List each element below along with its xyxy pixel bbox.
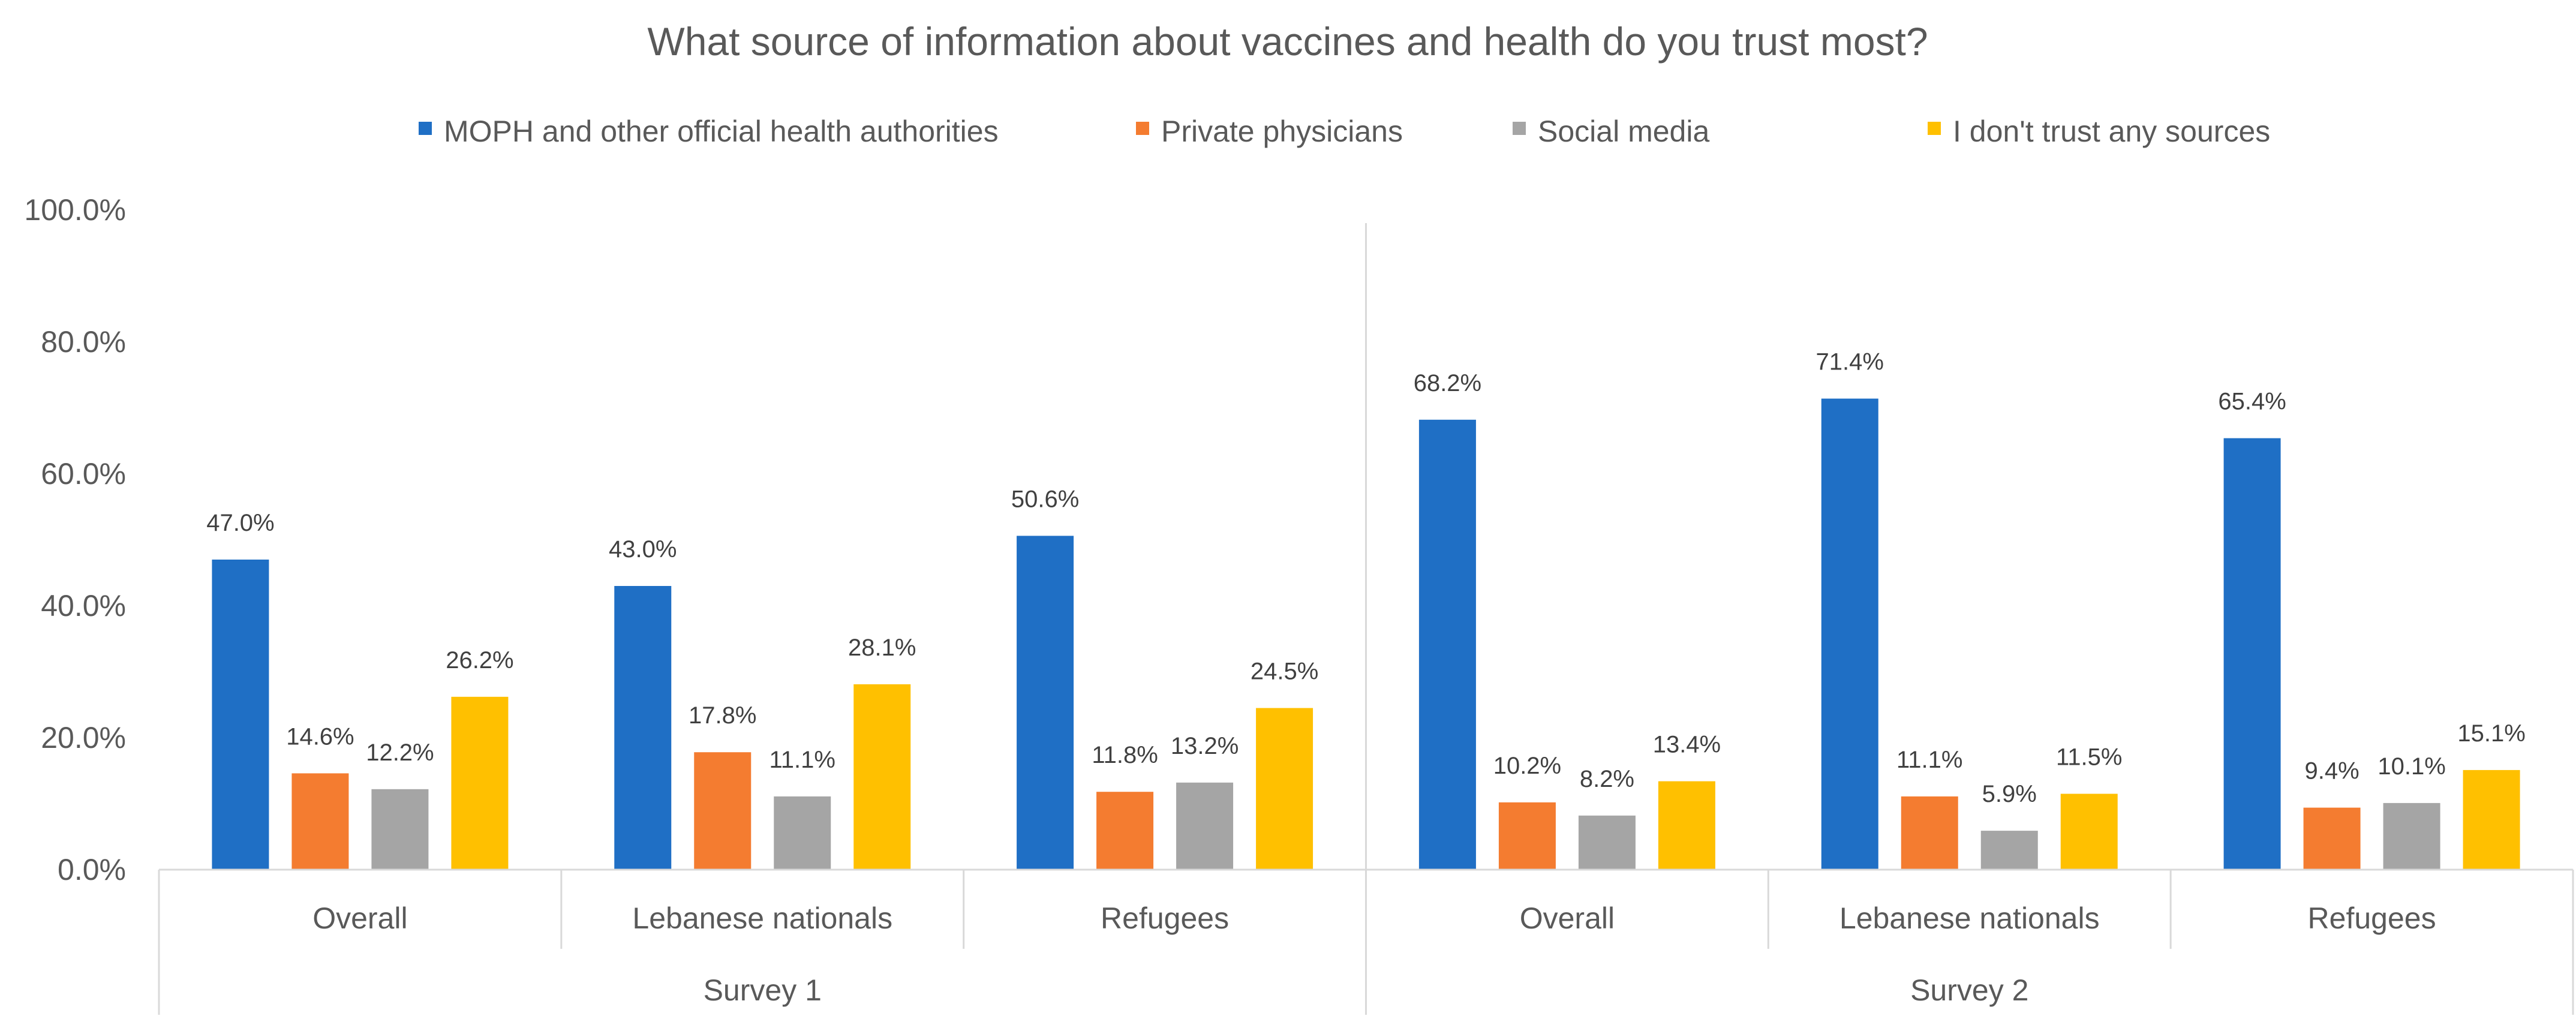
data-label-s1-c3: 10.2%	[1493, 753, 1561, 779]
bar-s1-c0	[291, 773, 349, 870]
data-labels: 47.0% 14.6% 12.2% 26.2% 43.0% 17.8% 11.1% 28.1%…	[206, 349, 2526, 808]
bar-s2-c0	[371, 789, 429, 870]
bar-s0-c2	[1017, 536, 1074, 870]
x-group-label: Survey 2	[1910, 973, 2028, 1007]
y-tick-label: 20.0%	[41, 721, 126, 755]
data-label-s0-c0: 47.0%	[206, 510, 274, 536]
bar-s0-c5	[2223, 438, 2281, 870]
data-label-s0-c2: 50.6%	[1011, 486, 1079, 512]
bar-s1-c2	[1096, 792, 1154, 870]
x-axis: Overall Lebanese nationals Refugees Overall…	[158, 223, 2574, 1015]
bar-s0-c1	[614, 586, 672, 870]
bar-s2-c3	[1578, 815, 1636, 870]
data-label-s3-c1: 28.1%	[848, 635, 916, 661]
y-tick-label: 80.0%	[41, 325, 126, 359]
x-category-label: Lebanese nationals	[632, 901, 892, 935]
x-category-label: Lebanese nationals	[1839, 901, 2100, 935]
bar-s1-c3	[1498, 802, 1556, 870]
data-label-s2-c3: 8.2%	[1580, 766, 1634, 792]
data-label-s0-c1: 43.0%	[609, 536, 677, 563]
bar-s0-c3	[1418, 419, 1476, 870]
bar-s3-c0	[451, 696, 509, 870]
data-label-s1-c4: 11.1%	[1896, 747, 1962, 773]
data-label-s0-c4: 71.4%	[1816, 349, 1884, 375]
bar-s3-c2	[1256, 708, 1313, 870]
legend-label-1: Private physicians	[1161, 115, 1403, 148]
legend-swatch-2	[1513, 122, 1526, 135]
legend-label-0: MOPH and other official health authoriti…	[444, 115, 999, 148]
bar-s3-c5	[2463, 769, 2520, 870]
data-label-s3-c2: 24.5%	[1251, 659, 1318, 685]
legend-label-3: I don't trust any sources	[1953, 115, 2270, 148]
x-category-label: Overall	[1520, 901, 1615, 935]
data-label-s2-c4: 5.9%	[1982, 781, 2037, 807]
data-label-s1-c5: 9.4%	[2304, 758, 2359, 784]
data-label-s2-c2: 13.2%	[1171, 733, 1239, 759]
x-category-label: Refugees	[1101, 901, 1229, 935]
legend-swatch-3	[1928, 122, 1941, 135]
data-label-s0-c3: 68.2%	[1414, 370, 1481, 396]
bar-s1-c4	[1901, 796, 1958, 870]
data-label-s3-c0: 26.2%	[446, 647, 513, 674]
bar-s2-c1	[774, 796, 831, 870]
y-tick-label: 0.0%	[58, 853, 126, 886]
bar-s2-c4	[1980, 831, 2038, 870]
data-label-s0-c5: 65.4%	[2218, 389, 2286, 415]
data-label-s1-c1: 17.8%	[689, 702, 756, 729]
legend-label-2: Social media	[1538, 115, 1709, 148]
chart-title: What source of information about vaccine…	[647, 19, 1928, 64]
data-label-s3-c5: 15.1%	[2457, 720, 2525, 747]
data-label-s1-c2: 11.8%	[1092, 742, 1158, 768]
legend-swatch-1	[1136, 122, 1149, 135]
data-label-s3-c3: 13.4%	[1653, 732, 1721, 758]
bar-s3-c4	[2060, 793, 2118, 870]
y-tick-label: 60.0%	[41, 457, 126, 491]
legend-swatch-0	[419, 122, 432, 135]
bars	[212, 398, 2520, 870]
bar-s2-c5	[2383, 802, 2440, 870]
data-label-s1-c0: 14.6%	[286, 723, 354, 750]
y-tick-label: 40.0%	[41, 589, 126, 623]
data-label-s2-c5: 10.1%	[2377, 753, 2445, 780]
x-group-label: Survey 1	[704, 973, 822, 1007]
data-label-s3-c4: 11.5%	[2056, 744, 2122, 771]
bar-s3-c1	[853, 684, 911, 870]
bar-s1-c1	[694, 752, 752, 870]
data-label-s2-c0: 12.2%	[366, 740, 434, 766]
y-axis: 0.0% 20.0% 40.0% 60.0% 80.0% 100.0%	[24, 193, 126, 886]
data-label-s2-c1: 11.1%	[770, 747, 835, 773]
x-category-label: Refugees	[2308, 901, 2436, 935]
x-category-label: Overall	[312, 901, 407, 935]
bar-s2-c2	[1176, 782, 1234, 870]
bar-s1-c5	[2303, 807, 2361, 870]
y-tick-label: 100.0%	[24, 193, 126, 227]
bar-s0-c4	[1821, 398, 1878, 870]
bar-s3-c3	[1658, 781, 1715, 870]
legend: MOPH and other official health authoriti…	[419, 115, 2270, 148]
bar-s0-c0	[212, 560, 269, 870]
